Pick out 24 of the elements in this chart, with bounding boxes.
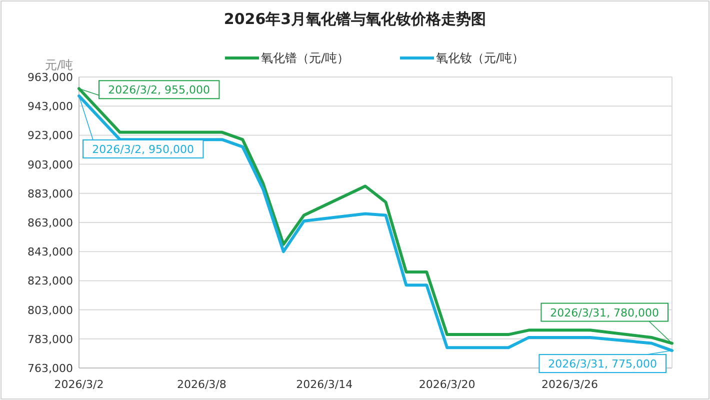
y-axis-title: 元/吨 — [44, 58, 73, 72]
x-tick-label: 2026/3/20 — [418, 378, 476, 391]
y-tick-label: 903,000 — [28, 158, 73, 172]
x-tick-label: 2026/3/2 — [54, 378, 104, 391]
annotation: 2026/3/31, 780,000 — [550, 306, 660, 320]
annotation: 2026/3/2, 950,000 — [92, 142, 194, 156]
chart-title: 2026年3月氧化镨与氧化钕价格走势图 — [224, 10, 486, 28]
y-tick-label: 883,000 — [28, 187, 73, 200]
y-tick-label: 763,000 — [28, 362, 73, 375]
legend-label: 氧化镨（元/吨） — [261, 51, 350, 65]
y-tick-label: 783,000 — [28, 332, 73, 346]
annotation: 2026/3/2, 955,000 — [108, 84, 210, 97]
y-tick-label: 823,000 — [28, 274, 73, 288]
y-tick-label: 863,000 — [28, 216, 73, 230]
y-tick-label: 803,000 — [28, 304, 73, 317]
legend-label: 氧化钕（元/吨） — [436, 51, 524, 65]
annotation: 2026/3/31, 775,000 — [548, 358, 658, 371]
y-tick-label: 923,000 — [28, 129, 73, 142]
x-tick-label: 2026/3/26 — [542, 378, 598, 391]
x-tick-label: 2026/3/14 — [296, 378, 353, 391]
y-tick-label: 943,000 — [28, 100, 73, 114]
x-tick-label: 2026/3/8 — [176, 378, 226, 391]
y-tick-label: 963,000 — [28, 71, 73, 84]
y-tick-label: 843,000 — [28, 246, 73, 259]
